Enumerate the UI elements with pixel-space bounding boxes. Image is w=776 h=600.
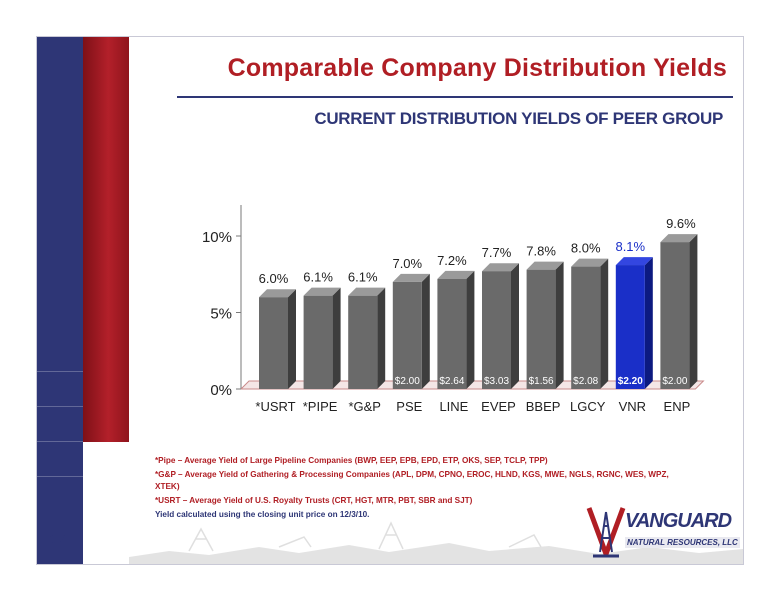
slide-subtitle: CURRENT DISTRIBUTION YIELDS OF PEER GROU…	[314, 109, 723, 128]
x-tick-label: EVEP	[481, 399, 516, 414]
bar-value-label: 6.1%	[303, 270, 333, 285]
x-tick-label: *USRT	[255, 399, 295, 414]
bar-top	[482, 263, 519, 272]
bar-top	[615, 257, 653, 266]
bar-side	[466, 270, 475, 389]
oilfield-skyline-graphic	[129, 521, 743, 564]
sidebar-navy-band	[37, 37, 83, 564]
bar-vnr: 8.1% $2.20	[615, 239, 653, 389]
bar-distribution-label: $2.00	[662, 376, 687, 387]
footnote-pipe: *Pipe – Average Yield of Large Pipeline …	[155, 456, 548, 465]
footnote-yield-calc: Yield calculated using the closing unit …	[155, 510, 370, 519]
bar-top	[303, 287, 341, 296]
bar-pse: 7.0% $2.00	[392, 256, 430, 389]
x-tick-label: BBEP	[526, 399, 561, 414]
bar-value-label: 8.0%	[571, 241, 601, 256]
bar-top	[437, 270, 475, 279]
slide-frame: Comparable Company Distribution Yields C…	[36, 36, 744, 565]
bar-distribution-label: $2.08	[573, 376, 598, 387]
bar-front	[348, 295, 378, 389]
x-tick-label: VNR	[619, 399, 646, 414]
bar-top	[392, 273, 430, 282]
bar-front	[259, 297, 288, 389]
bar-usrt: 6.0%	[259, 271, 296, 389]
footnotes: *Pipe – Average Yield of Large Pipeline …	[155, 455, 675, 523]
bar-distribution-label: $2.64	[439, 376, 464, 387]
x-tick-label: LGCY	[570, 399, 606, 414]
bar-front	[660, 242, 690, 389]
title-divider	[177, 96, 733, 98]
bar-front	[526, 269, 556, 389]
logo-tagline: NATURAL RESOURCES, LLC	[625, 537, 740, 548]
bar-distribution-label: $2.20	[618, 376, 643, 387]
y-tick-label: 0%	[210, 382, 232, 399]
bar-side	[421, 273, 430, 389]
slide-title: Comparable Company Distribution Yields	[227, 54, 727, 82]
y-axis-ticks: 0% 5% 10%	[202, 229, 241, 399]
bar-value-label: 7.7%	[482, 245, 512, 260]
bar-pipe: 6.1%	[303, 270, 341, 389]
footnote-usrt: *USRT – Average Yield of U.S. Royalty Tr…	[155, 496, 473, 505]
sidebar-red-band	[83, 37, 129, 442]
bars-group: 6.0% 6.1% 6.1%7.0%$2.007.2%$2.647.7%$3.037…	[259, 216, 698, 389]
vanguard-logo: VANGUARD NATURAL RESOURCES, LLC	[585, 502, 740, 560]
bar-lgcy: 8.0% $2.08	[571, 241, 609, 389]
bar-side	[689, 234, 698, 389]
page-number: 17	[49, 531, 66, 548]
bar-enp: 9.6% $2.00	[660, 216, 698, 389]
bar-line: 7.2% $2.64	[437, 253, 475, 389]
y-tick-label: 10%	[202, 229, 232, 246]
bar-evep: 7.7% $3.03	[482, 245, 519, 389]
bar-side	[377, 287, 386, 389]
x-tick-label: ENP	[664, 399, 691, 414]
bar-front	[437, 278, 467, 389]
bar-top	[259, 289, 296, 298]
x-axis-labels: *USRT *PIPE *G&P PSE LINE EVEP BBEP LGCY VNR ENP	[255, 399, 690, 414]
bar-value-label: 6.0%	[259, 271, 289, 286]
bar-front	[392, 281, 422, 389]
x-tick-label: LINE	[439, 399, 468, 414]
bar-front	[615, 265, 645, 389]
bar-value-label: 8.1%	[615, 239, 645, 254]
footnote-gp: *G&P – Average Yield of Gathering & Proc…	[155, 470, 669, 491]
bar-front	[482, 271, 511, 389]
bar-top	[348, 287, 386, 296]
bar-front	[303, 295, 333, 389]
bar-front	[571, 266, 601, 389]
bar-distribution-label: $1.56	[529, 376, 554, 387]
bar-side	[644, 257, 653, 389]
bar-bbep: 7.8% $1.56	[526, 244, 564, 389]
bar-side	[332, 287, 341, 389]
x-tick-label: PSE	[396, 399, 422, 414]
logo-name: VANGUARD	[625, 510, 732, 532]
logo-derrick-icon	[586, 507, 626, 558]
bar-value-label: 6.1%	[348, 270, 378, 285]
bar-value-label: 7.2%	[437, 253, 467, 268]
bar-top	[660, 234, 698, 243]
bar-value-label: 7.8%	[526, 244, 556, 259]
distribution-yield-bar-chart: 0%5%10% 6.0% 6.1% 6.1%7.0%$2.007.2%$2.647.…	[202, 205, 705, 414]
bar-side	[555, 261, 564, 389]
sidebar-stripes	[37, 337, 83, 487]
bar-distribution-label: $2.00	[395, 376, 420, 387]
bar-side	[511, 263, 519, 389]
bar-side	[600, 258, 609, 389]
bar-value-label: 9.6%	[666, 216, 696, 231]
x-tick-label: *G&P	[348, 399, 381, 414]
bar-top	[526, 261, 564, 270]
bar-value-label: 7.0%	[392, 256, 422, 271]
bar-side	[288, 289, 296, 389]
bar-distribution-label: $3.03	[484, 376, 509, 387]
bar-gp: 6.1%	[348, 270, 386, 389]
bar-top	[571, 258, 609, 267]
x-tick-label: *PIPE	[303, 399, 338, 414]
y-tick-label: 5%	[210, 306, 232, 323]
